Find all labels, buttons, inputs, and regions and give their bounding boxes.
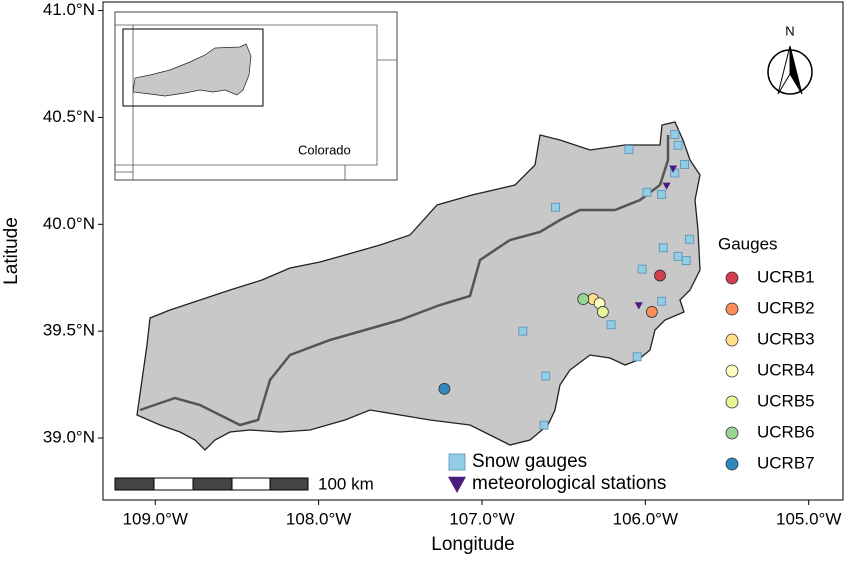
- snow-gauge: [637, 264, 647, 274]
- x-axis-title: Longitude: [431, 534, 514, 555]
- legend-label: UCRB6: [757, 422, 815, 441]
- y-tick-label: 39.5°N: [43, 321, 95, 340]
- y-tick-label: 40.0°N: [43, 214, 95, 233]
- legend-label: UCRB4: [757, 360, 815, 379]
- snow-gauge: [670, 130, 680, 139]
- legend-label: UCRB1: [757, 267, 815, 286]
- gauge: [438, 382, 451, 395]
- inset-label: Colorado: [298, 142, 351, 157]
- state-lines: [115, 24, 397, 180]
- snow-gauge: [642, 187, 652, 197]
- snow-gauge: [680, 160, 689, 169]
- legend-label: UCRB2: [757, 298, 815, 317]
- inset-frame: [114, 11, 398, 181]
- north-right: [789, 45, 803, 95]
- gauge: [645, 306, 658, 318]
- gauge: [577, 293, 590, 305]
- legend-swatch: [725, 333, 739, 347]
- scale-seg: [269, 477, 309, 491]
- snow-gauge: [658, 243, 668, 253]
- x-tick-label: 107.0°W: [449, 509, 514, 528]
- legend-swatch: [725, 457, 739, 471]
- legend-swatch: [725, 426, 739, 440]
- scale-bar: [114, 477, 309, 491]
- snow-gauge: [681, 256, 691, 266]
- x-tick-label: 105.0°W: [776, 509, 841, 528]
- legend-swatch: [448, 453, 466, 471]
- north-label: N: [785, 23, 794, 38]
- legend-swatch: [725, 271, 739, 285]
- gauge: [654, 269, 666, 282]
- snow-gauge: [673, 251, 683, 261]
- snow-gauge: [657, 296, 667, 306]
- scale-seg: [114, 477, 155, 491]
- snow-gauge: [673, 140, 683, 150]
- legend-swatch: [448, 476, 466, 493]
- legend-swatch: [725, 302, 739, 316]
- scale-label: 100 km: [318, 474, 374, 493]
- snow-gauge: [657, 189, 667, 199]
- gauge: [596, 306, 609, 318]
- north-arrow: [767, 45, 813, 95]
- y-tick-label: 39.0°N: [43, 428, 95, 447]
- y-axis-title: Latitude: [1, 217, 22, 285]
- legend-label: meteorological stations: [472, 473, 666, 494]
- snow-gauge: [624, 145, 634, 154]
- legend-label: UCRB3: [757, 329, 815, 348]
- snow-gauge: [606, 320, 616, 330]
- inset: [114, 11, 398, 181]
- scale-seg: [192, 477, 233, 491]
- legend-label: Snow gauges: [472, 451, 587, 472]
- inset-basin: [132, 43, 252, 97]
- legend-swatch: [725, 364, 739, 378]
- met-station: [662, 182, 671, 190]
- snow-gauge: [632, 352, 642, 362]
- snow-gauge: [518, 326, 528, 336]
- legend-title: Gauges: [718, 234, 778, 253]
- snow-gauge: [685, 234, 694, 244]
- scale-seg: [153, 477, 194, 491]
- snow-gauge: [541, 371, 551, 381]
- legend-label: UCRB7: [757, 453, 815, 472]
- x-tick-label: 108.0°W: [286, 509, 351, 528]
- met-station: [669, 165, 678, 173]
- scale-seg: [231, 477, 271, 491]
- x-tick-label: 106.0°W: [613, 509, 678, 528]
- y-tick-label: 40.5°N: [43, 107, 95, 126]
- legend-swatch: [725, 395, 739, 409]
- x-tick-label: 109.0°W: [123, 509, 188, 528]
- snow-gauge: [539, 420, 549, 430]
- legend-label: UCRB5: [757, 391, 815, 410]
- river: [139, 135, 670, 427]
- snow-gauge: [551, 202, 560, 212]
- met-station: [634, 302, 643, 310]
- y-tick-label: 41.0°N: [43, 0, 95, 19]
- inset-box: [122, 28, 264, 107]
